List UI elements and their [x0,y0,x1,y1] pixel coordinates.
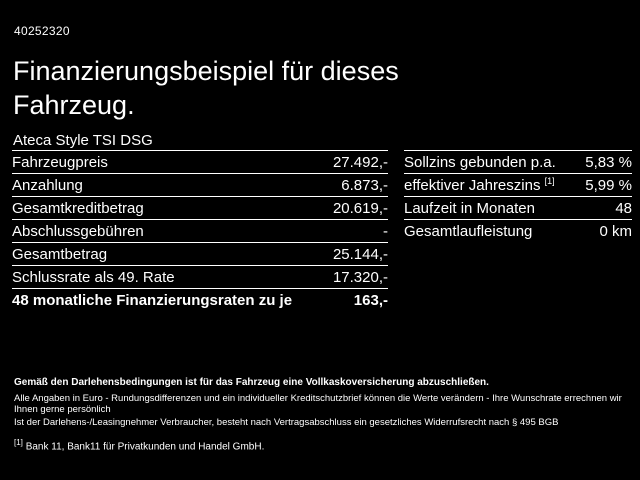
footnote-bank-marker: [1] [14,438,23,447]
row-label: Sollzins gebunden p.a. [404,153,556,171]
page-title-line1: Finanzierungsbeispiel für dieses [13,56,399,86]
footnote-bank: [1] Bank 11, Bank11 für Privatkunden und… [14,438,628,452]
row-label: Fahrzeugpreis [12,153,108,171]
footnote-insurance: Gemäß den Darlehensbedingungen ist für d… [14,377,489,388]
row-label: Gesamtlaufleistung [404,222,533,240]
offer-id-number: 40252320 [14,24,70,38]
row-label: 48 monatliche Finanzierungsraten zu je [12,291,293,309]
financing-table-left: Fahrzeugpreis 27.492,- Anzahlung 6.873,-… [12,150,388,311]
page-title: Finanzierungsbeispiel für dieses Fahrzeu… [13,54,399,122]
financing-table-right: Sollzins gebunden p.a. 5,83 % effektiver… [404,150,632,242]
row-value: 163,- [353,291,388,309]
row-value: 20.619,- [332,199,388,217]
row-label: Laufzeit in Monaten [404,199,535,217]
row-value: 0 km [599,222,632,240]
table-row-gesamtbetrag: Gesamtbetrag 25.144,- [12,242,388,265]
row-label: effektiver Jahreszins [1] [404,175,555,194]
table-row-gesamtkreditbetrag: Gesamtkreditbetrag 20.619,- [12,196,388,219]
row-value: 25.144,- [332,245,388,263]
table-row-abschlussgebuehren: Abschlussgebühren - [12,219,388,242]
row-value: 27.492,- [332,153,388,171]
footnote-withdrawal: Ist der Darlehens-/Leasingnehmer Verbrau… [14,417,559,428]
footnotes-section: Gemäß den Darlehensbedingungen ist für d… [14,377,628,452]
row-label: Gesamtbetrag [12,245,108,263]
footnote-disclaimer: Alle Angaben in Euro - Rundungsdifferenz… [14,393,622,415]
table-row-anzahlung: Anzahlung 6.873,- [12,173,388,196]
table-row-sollzins: Sollzins gebunden p.a. 5,83 % [404,150,632,173]
row-value: 5,83 % [585,153,632,171]
table-row-fahrzeugpreis: Fahrzeugpreis 27.492,- [12,150,388,173]
table-row-gesamtlaufleistung: Gesamtlaufleistung 0 km [404,219,632,242]
row-value: 17.320,- [332,268,388,286]
row-label: Abschlussgebühren [12,222,144,240]
row-label: Schlussrate als 49. Rate [12,268,175,286]
row-label-text: effektiver Jahreszins [404,176,541,194]
table-row-monatsrate: 48 monatliche Finanzierungsraten zu je 1… [12,288,388,311]
row-value: 6.873,- [341,176,388,194]
table-row-schlussrate: Schlussrate als 49. Rate 17.320,- [12,265,388,288]
page-title-line2: Fahrzeug. [13,90,135,120]
row-label: Anzahlung [12,176,83,194]
row-value: 5,99 % [585,176,632,194]
row-label: Gesamtkreditbetrag [12,199,144,217]
row-value: - [383,222,388,240]
footnote-bank-text: Bank 11, Bank11 für Privatkunden und Han… [25,441,265,453]
row-value: 48 [615,199,632,217]
vehicle-name: Ateca Style TSI DSG [13,132,153,149]
table-row-laufzeit: Laufzeit in Monaten 48 [404,196,632,219]
footnote-marker: [1] [544,175,555,186]
table-row-effektiver-jahreszins: effektiver Jahreszins [1] 5,99 % [404,173,632,196]
